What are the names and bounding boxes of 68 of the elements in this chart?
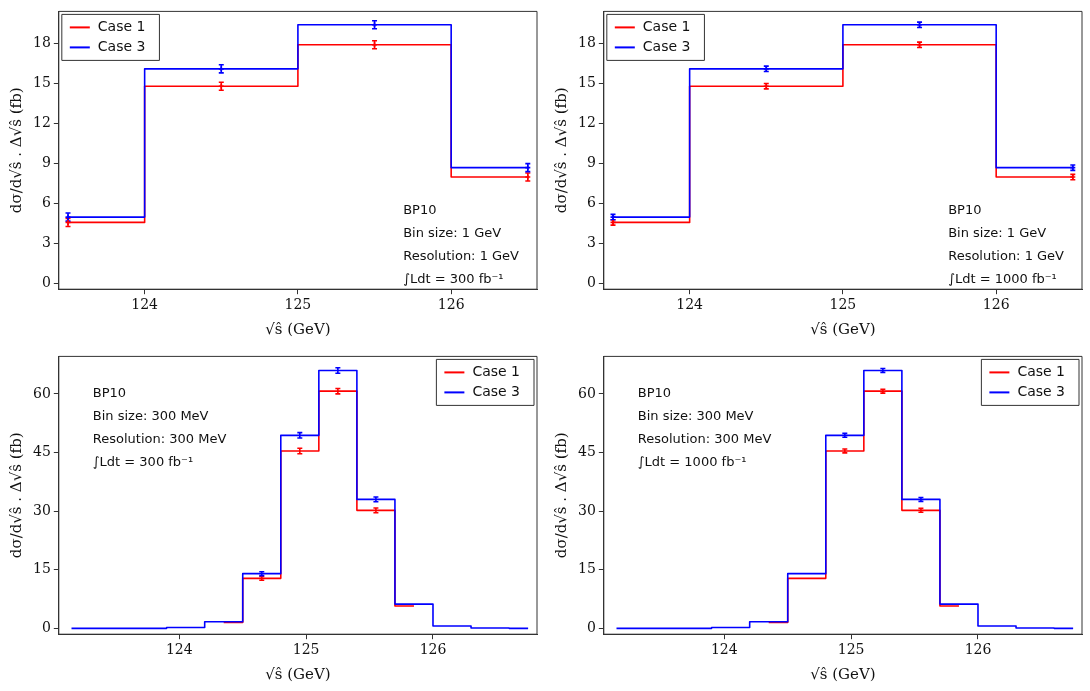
y-tick-label: 6 xyxy=(586,194,596,211)
x-tick-label: 125 xyxy=(829,296,857,313)
y-tick-label: 0 xyxy=(41,274,51,291)
x-tick-label: 124 xyxy=(165,641,193,658)
annotation: Resolution: 1 GeV xyxy=(403,247,520,263)
y-tick-label: 45 xyxy=(32,443,51,460)
annotation: ∫Ldt = 300 fb⁻¹ xyxy=(403,270,504,286)
legend-label: Case 3 xyxy=(97,38,146,55)
y-tick-label: 60 xyxy=(577,384,596,401)
annotation: ∫Ldt = 1000 fb⁻¹ xyxy=(948,270,1057,286)
y-tick-label: 12 xyxy=(32,114,51,131)
y-axis-title: dσ/d√ŝ . Δ√ŝ (fb) xyxy=(6,432,25,559)
annotation: Resolution: 300 MeV xyxy=(92,430,227,446)
annotation: ∫Ldt = 300 fb⁻¹ xyxy=(92,453,194,469)
annotation: BP10 xyxy=(92,384,127,400)
x-axis-title: √ŝ (GeV) xyxy=(810,664,876,683)
annotation: BP10 xyxy=(403,201,437,217)
x-tick-label: 126 xyxy=(437,296,465,313)
x-tick-label: 126 xyxy=(419,641,447,658)
annotation: Bin size: 1 GeV xyxy=(948,224,1047,240)
y-tick-label: 6 xyxy=(41,194,51,211)
annotation: BP10 xyxy=(637,384,672,400)
x-tick-label: 126 xyxy=(964,641,992,658)
legend-label: Case 1 xyxy=(472,363,521,380)
y-tick-label: 3 xyxy=(41,234,51,251)
y-tick-label: 0 xyxy=(41,618,51,635)
legend-label: Case 1 xyxy=(97,18,146,35)
y-tick-label: 15 xyxy=(577,560,596,577)
y-tick-label: 15 xyxy=(32,560,51,577)
annotation: Resolution: 300 MeV xyxy=(637,430,772,446)
y-axis-title: dσ/d√ŝ . Δ√ŝ (fb) xyxy=(6,87,25,214)
y-tick-label: 30 xyxy=(32,501,51,518)
y-tick-label: 0 xyxy=(586,274,596,291)
annotation: BP10 xyxy=(948,201,982,217)
y-tick-label: 18 xyxy=(32,34,51,51)
annotation: Bin size: 300 MeV xyxy=(92,407,209,423)
annotation: ∫Ldt = 1000 fb⁻¹ xyxy=(637,453,747,469)
legend-label: Case 3 xyxy=(642,38,691,55)
x-tick-label: 124 xyxy=(131,296,159,313)
legend-label: Case 1 xyxy=(1017,363,1066,380)
x-tick-label: 125 xyxy=(292,641,320,658)
y-tick-label: 15 xyxy=(577,74,596,91)
y-tick-label: 15 xyxy=(32,74,51,91)
y-tick-label: 45 xyxy=(577,443,596,460)
y-tick-label: 3 xyxy=(586,234,596,251)
y-tick-label: 12 xyxy=(577,114,596,131)
x-tick-label: 124 xyxy=(710,641,738,658)
x-tick-label: 125 xyxy=(284,296,312,313)
annotation: Resolution: 1 GeV xyxy=(948,247,1065,263)
x-tick-label: 125 xyxy=(837,641,865,658)
y-tick-label: 18 xyxy=(577,34,596,51)
x-tick-label: 124 xyxy=(676,296,704,313)
x-axis-title: √ŝ (GeV) xyxy=(810,319,876,338)
legend-label: Case 1 xyxy=(642,18,691,35)
y-axis-title: dσ/d√ŝ . Δ√ŝ (fb) xyxy=(551,432,570,559)
y-tick-label: 30 xyxy=(577,501,596,518)
x-axis-title: √ŝ (GeV) xyxy=(265,664,331,683)
annotation: Bin size: 1 GeV xyxy=(403,224,502,240)
y-tick-label: 0 xyxy=(586,618,596,635)
y-tick-label: 60 xyxy=(32,384,51,401)
x-tick-label: 126 xyxy=(982,296,1010,313)
y-tick-label: 9 xyxy=(586,154,596,171)
annotation: Bin size: 300 MeV xyxy=(637,407,754,423)
legend-label: Case 3 xyxy=(472,383,521,400)
x-axis-title: √ŝ (GeV) xyxy=(265,319,331,338)
legend-label: Case 3 xyxy=(1017,383,1066,400)
y-axis-title: dσ/d√ŝ . Δ√ŝ (fb) xyxy=(551,87,570,214)
y-tick-label: 9 xyxy=(41,154,51,171)
